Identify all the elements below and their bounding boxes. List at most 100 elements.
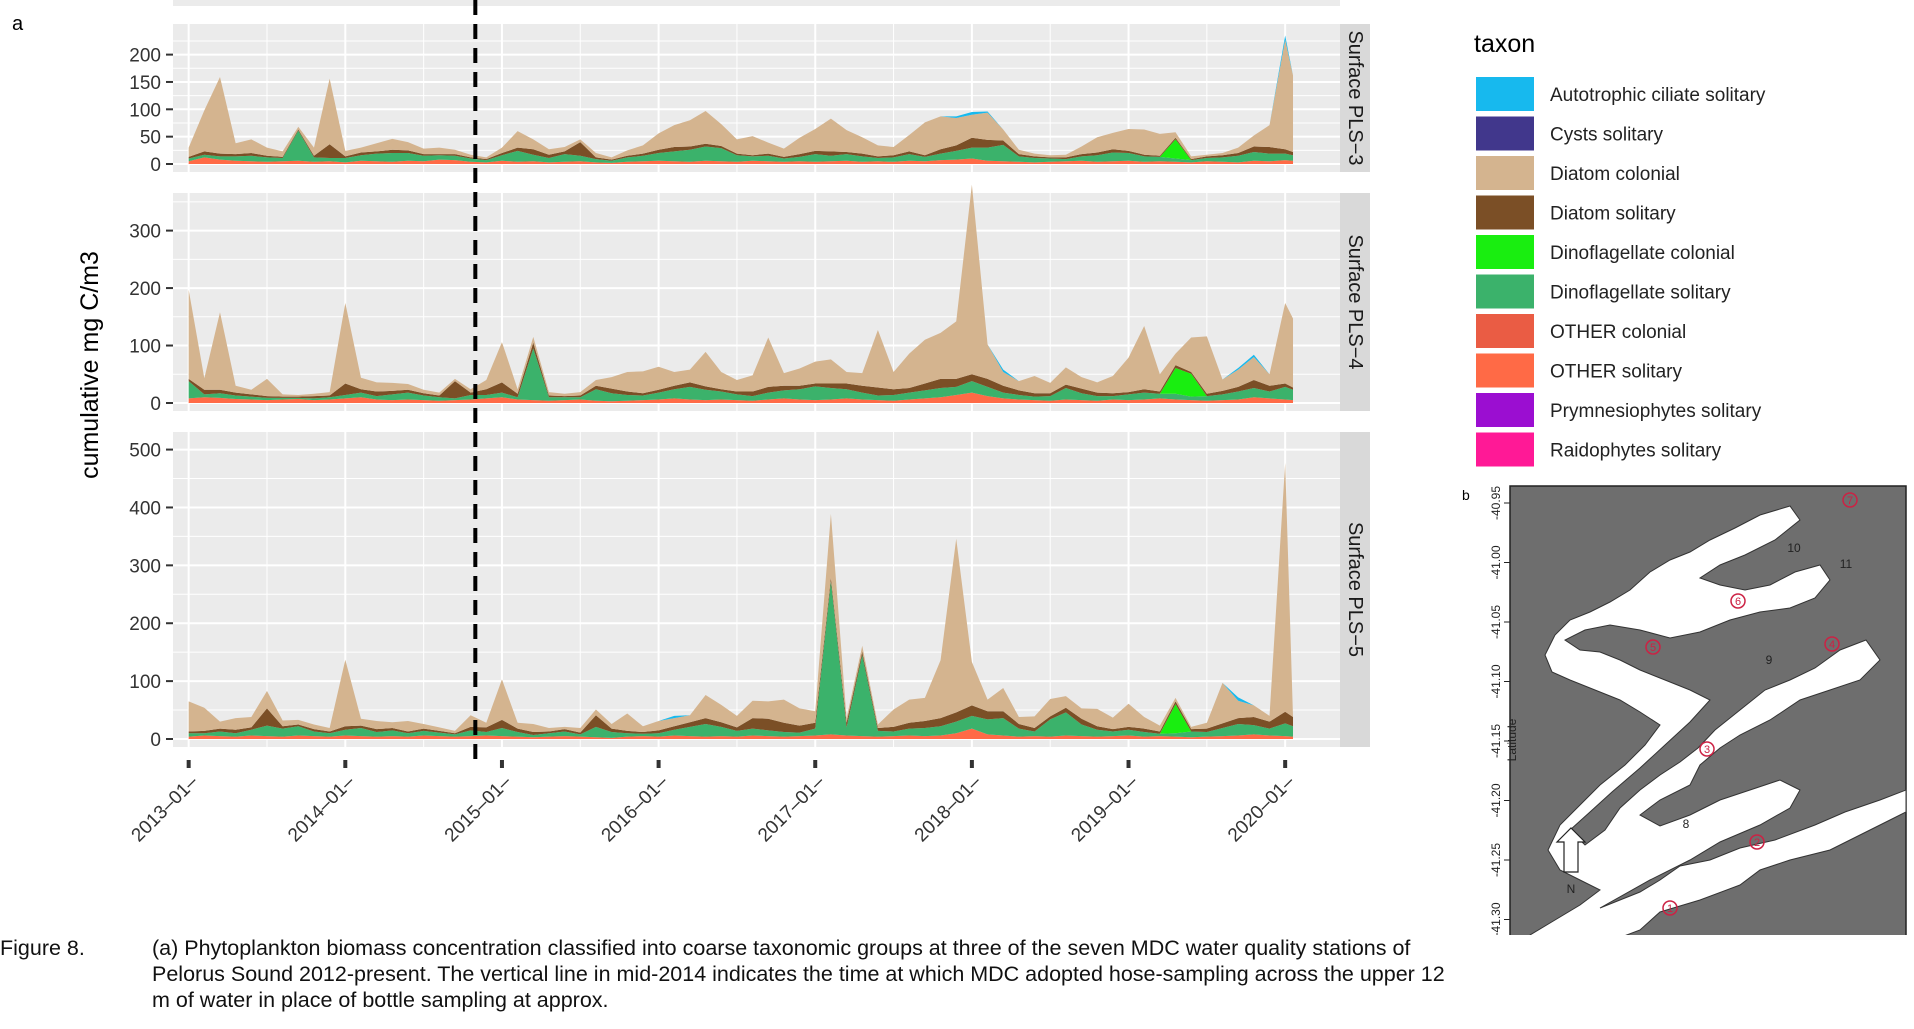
facet-panel: 0 100 200 300 Surface PLS−4 bbox=[129, 184, 1370, 415]
faceted-area-chart: 0 50 100 150 200 Surface PLS−3 0 100 200 300 Surfa… bbox=[129, 0, 1370, 760]
legend-label: Autotrophic ciliate solitary bbox=[1550, 85, 1766, 106]
y-tick-label: 200 bbox=[129, 46, 161, 67]
map-station-label: 5 bbox=[1650, 642, 1656, 654]
area-series-other-solitary bbox=[188, 728, 1294, 739]
area-series-dinoflagellate-colonial bbox=[188, 348, 1294, 399]
map-lat-label: -41.10 bbox=[1489, 664, 1503, 698]
y-tick-label: 0 bbox=[150, 155, 161, 176]
map-lat-label: -41.00 bbox=[1489, 545, 1503, 579]
y-axis-title: cumulative mg C/m3 bbox=[76, 251, 104, 479]
legend-swatch bbox=[1476, 156, 1534, 190]
y-tick-label: 0 bbox=[150, 394, 161, 415]
area-series-dinoflagellate-solitary bbox=[188, 348, 1294, 402]
legend-label: OTHER solitary bbox=[1550, 362, 1682, 383]
area-series-dinoflagellate-colonial bbox=[188, 580, 1294, 735]
facet-panel: 0 100 200 300 400 500 Surface PLS−5 bbox=[129, 432, 1370, 751]
map-lat-label: -41.20 bbox=[1489, 783, 1503, 817]
map-station-marker bbox=[1842, 492, 1858, 508]
legend-swatch bbox=[1476, 235, 1534, 269]
area-series-dinoflagellate-colonial bbox=[188, 130, 1294, 161]
caption-text: (a) Phytoplankton biomass concentration … bbox=[152, 936, 1445, 1012]
legend-swatch bbox=[1476, 116, 1534, 151]
area-series-dinoflagellate-solitary bbox=[188, 130, 1294, 163]
y-tick-label: 150 bbox=[129, 73, 161, 94]
map-station-label: 4 bbox=[1829, 639, 1835, 651]
panel-label-b: b bbox=[1462, 487, 1470, 503]
facet-strip: Surface PLS−5 bbox=[1340, 432, 1370, 747]
map-station-label: 3 bbox=[1704, 744, 1710, 756]
y-tick-label: 400 bbox=[129, 498, 161, 519]
legend: taxon Autotrophic ciliate solitary Cysts … bbox=[1474, 30, 1766, 467]
x-tick-label: 2013–01– bbox=[128, 771, 203, 846]
legend-swatch bbox=[1476, 274, 1534, 309]
legend-label: Prymnesiophytes solitary bbox=[1550, 401, 1762, 422]
legend-label: OTHER colonial bbox=[1550, 322, 1686, 343]
legend-label: Dinoflagellate solitary bbox=[1550, 283, 1731, 304]
legend-title: taxon bbox=[1474, 30, 1535, 58]
map-site-number: 11 bbox=[1840, 557, 1853, 571]
y-tick-label: 300 bbox=[129, 222, 161, 243]
strip-background bbox=[1340, 24, 1370, 172]
area-series-other-solitary bbox=[188, 392, 1294, 403]
strip-label: Surface PLS−5 bbox=[1344, 522, 1366, 657]
area-series-diatom-solitary bbox=[188, 129, 1294, 161]
y-tick-label: 200 bbox=[129, 279, 161, 300]
y-tick-label: 0 bbox=[150, 730, 161, 751]
y-tick-label: 200 bbox=[129, 614, 161, 635]
x-tick-label: 2020–01– bbox=[1224, 771, 1299, 846]
map-site-number: 9 bbox=[1766, 653, 1773, 667]
legend-label: Raidophytes solitary bbox=[1550, 441, 1722, 462]
legend-label: Dinoflagellate colonial bbox=[1550, 243, 1735, 264]
y-tick-label: 100 bbox=[129, 337, 161, 358]
y-tick-label: 100 bbox=[129, 672, 161, 693]
pelorus-sound-map: -40.95 -41.00 -41.05 -41.10 -41.15 -41.20 -41.… bbox=[1489, 485, 1907, 935]
map-station-marker bbox=[1824, 636, 1840, 652]
strip-label: Surface PLS−4 bbox=[1344, 234, 1366, 369]
map-water bbox=[1529, 505, 1907, 935]
y-tick-label: 50 bbox=[140, 128, 161, 149]
map-lat-label: -41.25 bbox=[1489, 843, 1503, 877]
map-station-marker bbox=[1699, 741, 1715, 757]
legend-swatch bbox=[1476, 393, 1534, 427]
legend-label: Diatom colonial bbox=[1550, 164, 1680, 185]
strip-label: Surface PLS−3 bbox=[1344, 30, 1366, 165]
strip-background bbox=[1340, 193, 1370, 411]
legend-swatch bbox=[1476, 432, 1534, 467]
area-series-other-solitary bbox=[188, 157, 1294, 164]
x-tick-label: 2015–01– bbox=[441, 771, 516, 846]
x-tick-label: 2014–01– bbox=[284, 771, 359, 846]
map-lat-label: -41.05 bbox=[1489, 605, 1503, 639]
legend-swatch bbox=[1476, 314, 1534, 348]
map-station-label: 1 bbox=[1667, 903, 1673, 915]
x-tick-label: 2017–01– bbox=[754, 771, 829, 846]
map-lat-label: -41.15 bbox=[1489, 724, 1503, 758]
map-station-label: 7 bbox=[1847, 495, 1853, 507]
facet-panel: 0 50 100 150 200 Surface PLS−3 bbox=[129, 24, 1370, 176]
map-site-number: 10 bbox=[1787, 541, 1801, 555]
north-arrow-label: N bbox=[1567, 882, 1576, 896]
legend-label: Cysts solitary bbox=[1550, 125, 1663, 146]
facet-strip: Surface PLS−4 bbox=[1340, 193, 1370, 411]
x-axis: 2013–01– 2014–01– 2015–01– 2016–01– 2017–01–… bbox=[128, 760, 1299, 846]
map-y-label: Latitude bbox=[1505, 718, 1519, 761]
map-lat-label: -41.30 bbox=[1489, 902, 1503, 935]
strip-background bbox=[1340, 432, 1370, 747]
legend-swatch bbox=[1476, 195, 1534, 230]
caption-figure-number: Figure 8. bbox=[0, 936, 85, 960]
map-station-label: 6 bbox=[1735, 596, 1741, 608]
facet-strip: Surface PLS−3 bbox=[1340, 24, 1370, 172]
legend-swatch bbox=[1476, 353, 1534, 388]
y-tick-label: 500 bbox=[129, 441, 161, 462]
y-tick-label: 300 bbox=[129, 556, 161, 577]
map-station-marker bbox=[1662, 900, 1678, 916]
north-arrow-icon bbox=[1555, 827, 1587, 873]
legend-label: Diatom solitary bbox=[1550, 204, 1676, 225]
legend-swatch bbox=[1476, 77, 1534, 111]
x-tick-label: 2019–01– bbox=[1067, 771, 1142, 846]
panel-cropped-top bbox=[173, 0, 1340, 6]
y-tick-label: 100 bbox=[129, 100, 161, 121]
map-station-label: 2 bbox=[1754, 837, 1760, 849]
map-site-number: 8 bbox=[1683, 817, 1690, 831]
map-lat-label: -40.95 bbox=[1489, 486, 1503, 520]
